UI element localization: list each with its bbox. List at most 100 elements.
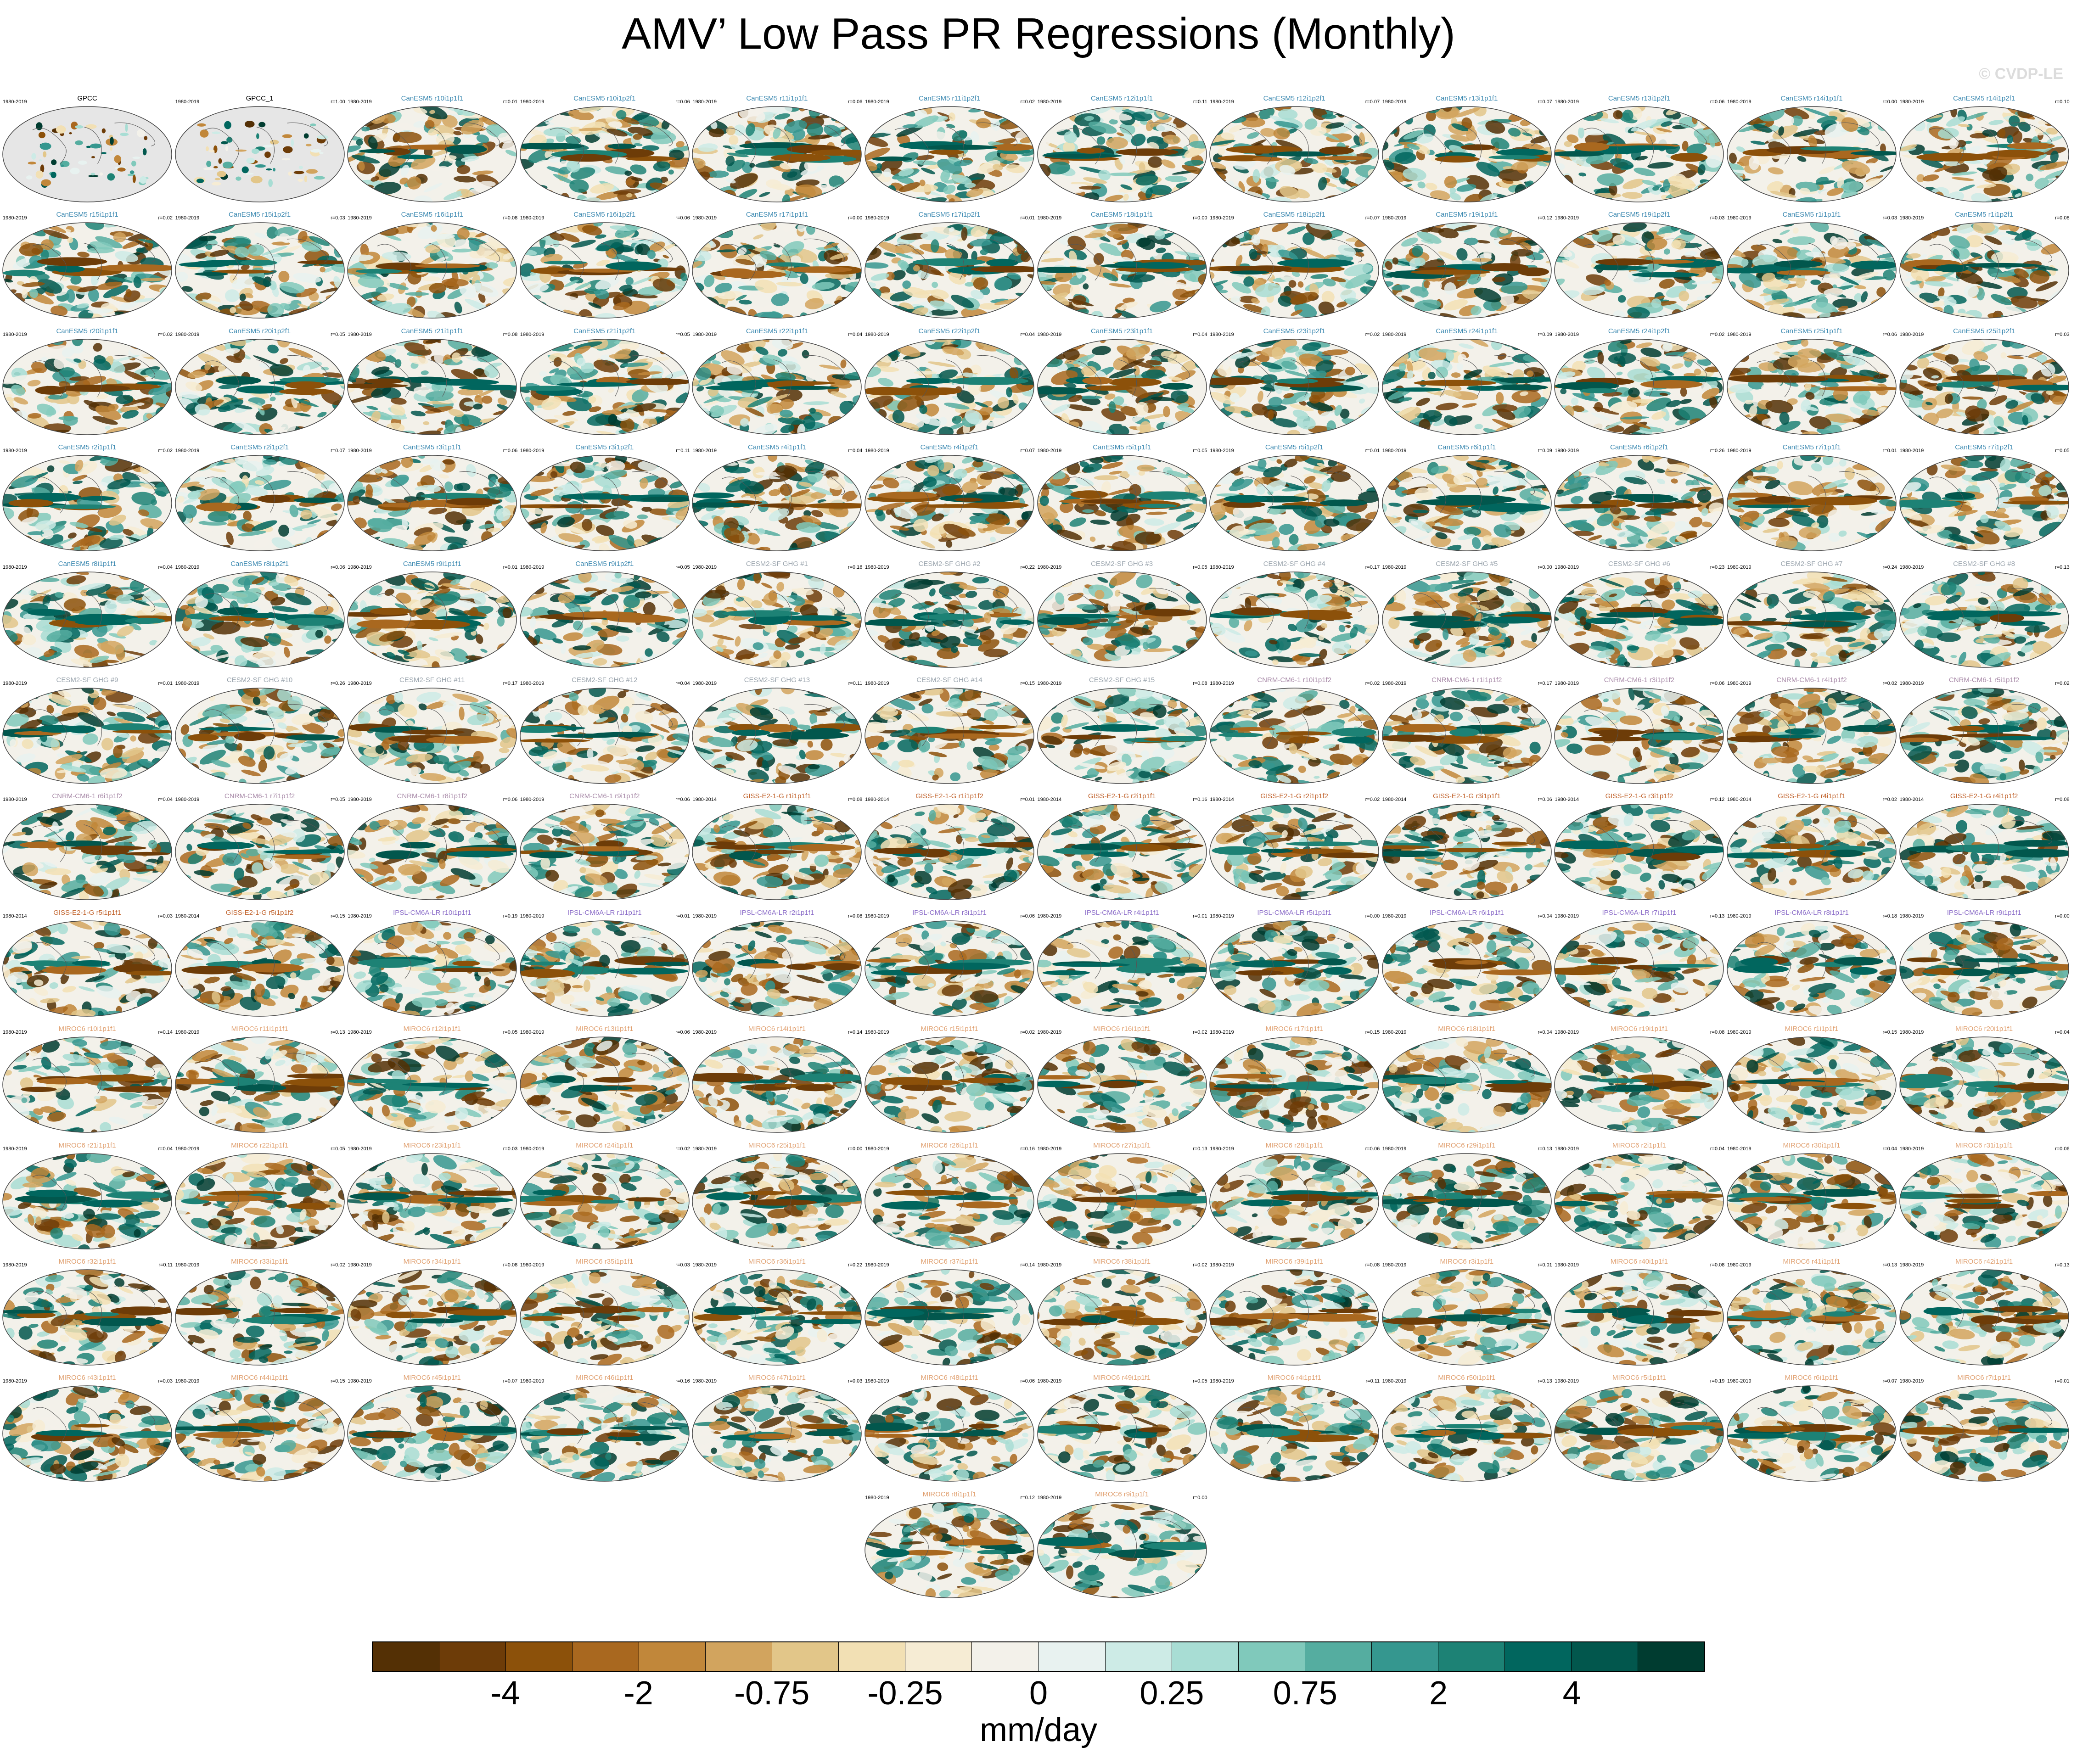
map-blob [483, 341, 492, 349]
coastline [1929, 122, 2052, 165]
panel-title: CanESM5 r20i1p1f1 [1, 327, 174, 335]
map-blob [1451, 123, 1469, 131]
map-blob [1139, 162, 1145, 173]
map-blob [1099, 243, 1123, 256]
map-blob [1559, 229, 1576, 241]
map-blob [1038, 187, 1049, 198]
map-blob [122, 397, 149, 407]
map-blob [425, 245, 441, 254]
map-blob [650, 131, 676, 145]
map-blob [1729, 152, 1737, 164]
map-blob [1732, 186, 1747, 194]
map-blob [3, 227, 22, 235]
map-blob [749, 162, 755, 168]
map-blob [1338, 245, 1356, 258]
regression-map [864, 222, 1034, 319]
map-blob [1106, 137, 1128, 149]
map-blob [674, 309, 684, 318]
map-blob [12, 257, 35, 269]
map-blob [1398, 339, 1405, 348]
map-band [520, 386, 577, 391]
map-blob [1210, 123, 1219, 130]
map-blob [1772, 125, 1798, 140]
map-blob [539, 315, 550, 319]
map-blob [1622, 179, 1645, 190]
map-blob [1389, 302, 1404, 312]
map-blob [1727, 419, 1746, 426]
regression-map [1899, 222, 2069, 319]
map-blob [1312, 162, 1328, 173]
map-blob [634, 143, 643, 146]
map-blob [1546, 235, 1551, 241]
map-blob [2046, 128, 2058, 134]
map-outline [1899, 222, 2069, 319]
map-blob [829, 197, 839, 202]
map-blob [780, 162, 792, 170]
map-blob [157, 297, 166, 303]
map-blob [469, 238, 480, 252]
map-blob [29, 255, 44, 267]
map-blob [1022, 111, 1034, 125]
map-blob [970, 290, 984, 300]
map-blob [593, 313, 616, 319]
map-blob [531, 339, 543, 344]
map-blob [396, 351, 410, 358]
map-blob [1764, 298, 1790, 306]
map-blob [660, 176, 668, 184]
map-blob [1536, 117, 1551, 126]
map-blob [358, 184, 374, 190]
map-blob [1290, 292, 1318, 305]
map-blob [970, 131, 979, 143]
map-blob [713, 199, 723, 202]
map-blob [865, 191, 876, 197]
regression-map [1554, 339, 1724, 435]
map-blob [1348, 108, 1358, 117]
map-blob [1599, 118, 1619, 123]
map-blob [869, 342, 880, 355]
map-blob [1762, 273, 1775, 283]
map-blob [538, 107, 550, 116]
map-blob [1119, 123, 1135, 135]
map-blob [520, 347, 527, 355]
map-blob [776, 282, 803, 287]
map-band [1670, 152, 1708, 162]
map-blob [692, 183, 710, 194]
map-blob [1123, 178, 1133, 184]
map-blob [1620, 234, 1641, 245]
panel-period: 1980-2019 [1900, 215, 1924, 221]
map-blob [1174, 251, 1202, 258]
map-blob [2059, 106, 2067, 119]
map-blob [1038, 281, 1056, 286]
map-band [364, 378, 404, 384]
map-blob [653, 161, 671, 172]
map-blob [1278, 296, 1292, 307]
map-blob [1040, 419, 1057, 429]
coastline [1239, 122, 1363, 165]
map-blob [932, 282, 938, 288]
map-blob [251, 301, 273, 313]
map-blob [513, 342, 517, 347]
map-blob [1123, 194, 1129, 201]
map-blob [800, 273, 809, 285]
map-blob [837, 302, 859, 317]
map-blob [133, 223, 151, 229]
map-blob [256, 133, 259, 140]
map-blob [578, 128, 603, 132]
map-blob [348, 375, 357, 382]
map-blob [6, 397, 14, 402]
map-band [1727, 268, 1779, 274]
map-blob [704, 275, 715, 287]
map-blob [1566, 134, 1579, 143]
map-blob [2055, 311, 2061, 319]
map-blob [1976, 184, 1996, 189]
map-blob [503, 252, 514, 260]
map-blob [1911, 313, 1924, 319]
map-blob [1837, 275, 1859, 286]
map-band [1595, 258, 1654, 266]
regression-map [864, 339, 1034, 435]
map-blob [608, 121, 623, 128]
map-band [949, 377, 1029, 385]
map-blob [508, 174, 517, 183]
map-blob [1499, 228, 1509, 234]
map-blob [1021, 307, 1031, 315]
